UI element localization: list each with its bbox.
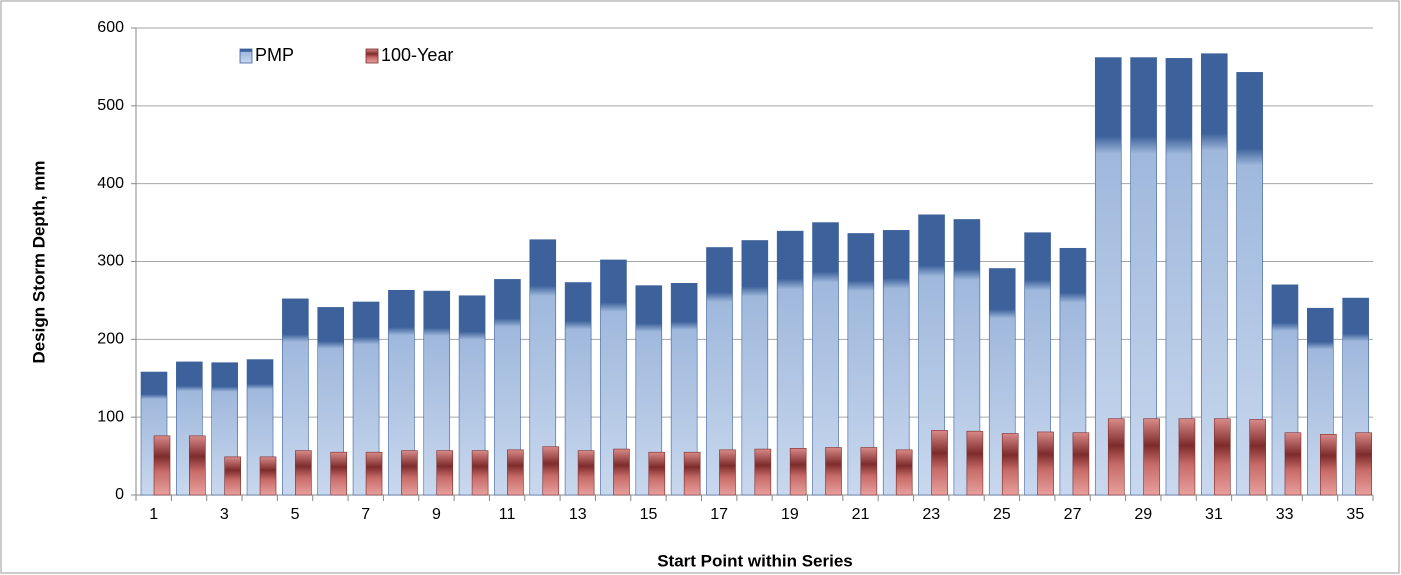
bar — [507, 449, 524, 496]
bar — [259, 456, 277, 496]
y-tick-label: 100 — [97, 408, 124, 425]
x-tick-label: 17 — [710, 506, 728, 523]
bar — [542, 446, 560, 496]
bar — [1107, 418, 1125, 496]
x-tick-label: 27 — [1064, 506, 1082, 523]
bar — [1355, 432, 1372, 496]
bar — [1037, 431, 1054, 496]
bar — [224, 456, 241, 496]
bar — [860, 447, 878, 496]
x-tick-label: 19 — [781, 506, 799, 523]
bar — [931, 430, 948, 496]
bar — [648, 451, 666, 496]
y-tick-label: 300 — [97, 253, 124, 270]
bar — [789, 447, 807, 496]
x-tick-label: 1 — [149, 506, 158, 523]
bar — [401, 450, 418, 496]
bar — [471, 450, 489, 496]
y-tick-label: 200 — [97, 331, 124, 348]
x-tick-label: 3 — [220, 506, 229, 523]
bar — [1001, 433, 1019, 496]
bar — [825, 447, 842, 496]
bar — [754, 448, 772, 496]
bar — [436, 450, 454, 496]
x-tick-label: 23 — [922, 506, 940, 523]
legend-label: 100-Year — [381, 45, 453, 65]
bar — [330, 451, 348, 496]
x-tick-label: 29 — [1134, 506, 1152, 523]
x-tick-label: 15 — [640, 506, 658, 523]
x-tick-label: 9 — [432, 506, 441, 523]
bar — [577, 450, 595, 496]
bar — [1072, 432, 1090, 496]
x-tick-label: 5 — [291, 506, 300, 523]
bar — [153, 435, 171, 496]
x-tick-label: 11 — [499, 506, 516, 523]
y-axis-label: Design Storm Depth, mm — [29, 160, 48, 363]
bar — [1178, 418, 1196, 496]
bar — [719, 449, 736, 496]
bar — [895, 449, 913, 496]
bar — [189, 435, 206, 496]
x-tick-label: 35 — [1346, 506, 1364, 523]
bar — [1213, 418, 1231, 496]
x-tick-label: 13 — [569, 506, 587, 523]
x-tick-label: 7 — [361, 506, 370, 523]
bar — [966, 430, 984, 496]
bar — [1284, 432, 1302, 496]
bar — [683, 451, 701, 496]
legend-label: PMP — [255, 45, 294, 65]
bar — [1249, 419, 1266, 496]
bar — [295, 450, 312, 496]
x-axis-label: Start Point within Series — [657, 551, 853, 570]
legend-swatch — [365, 48, 379, 64]
y-tick-label: 0 — [115, 486, 124, 503]
x-tick-label: 31 — [1205, 506, 1223, 523]
bar — [1320, 433, 1337, 496]
x-tick-label: 25 — [993, 506, 1011, 523]
x-tick-label: 33 — [1276, 506, 1294, 523]
bar — [1143, 418, 1160, 496]
y-tick-label: 600 — [97, 19, 124, 36]
bar — [365, 451, 383, 496]
bar — [613, 448, 630, 496]
y-tick-label: 400 — [97, 175, 124, 192]
y-tick-label: 500 — [97, 97, 124, 114]
legend-swatch — [239, 48, 253, 64]
x-tick-label: 21 — [852, 506, 870, 523]
